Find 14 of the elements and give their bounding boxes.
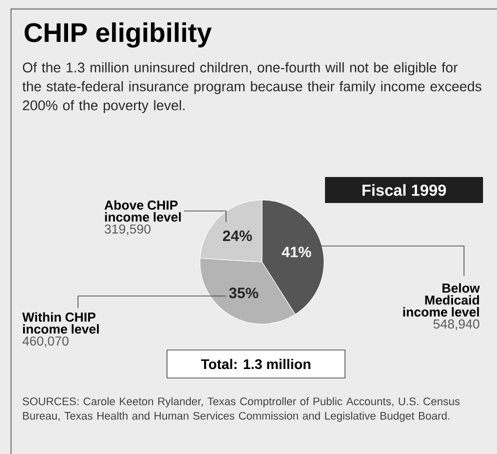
- text: 548,940: [434, 319, 480, 330]
- data-label: 35%: [229, 288, 258, 298]
- slice-label: Above CHIP income level: [104, 200, 181, 222]
- text: 319,590: [104, 224, 151, 236]
- slice-label: Within CHIP income level: [22, 312, 99, 334]
- chart-subtitle: Of the 1.3 million uninsured children, one-fourth will not be eligible for the state-federal insurance program because their family income exceeds 200% of the poverty level.: [22, 62, 482, 114]
- data-label: 24%: [222, 230, 252, 242]
- text: Total: 1.3 million: [201, 358, 310, 370]
- text: Fiscal 1999: [362, 184, 446, 196]
- text: 460,070: [22, 336, 69, 348]
- slice-label: Below Medicaid income level: [403, 283, 480, 317]
- source-note: SOURCES: Carole Keeton Rylander, Texas Comptroller of Public Accounts, U.S. Census Bureau, Texas Health and Human Services Commission and Legislative Budget Board.: [22, 397, 460, 422]
- data-label: 41%: [282, 246, 312, 258]
- chart-title: CHIP eligibility: [24, 22, 212, 48]
